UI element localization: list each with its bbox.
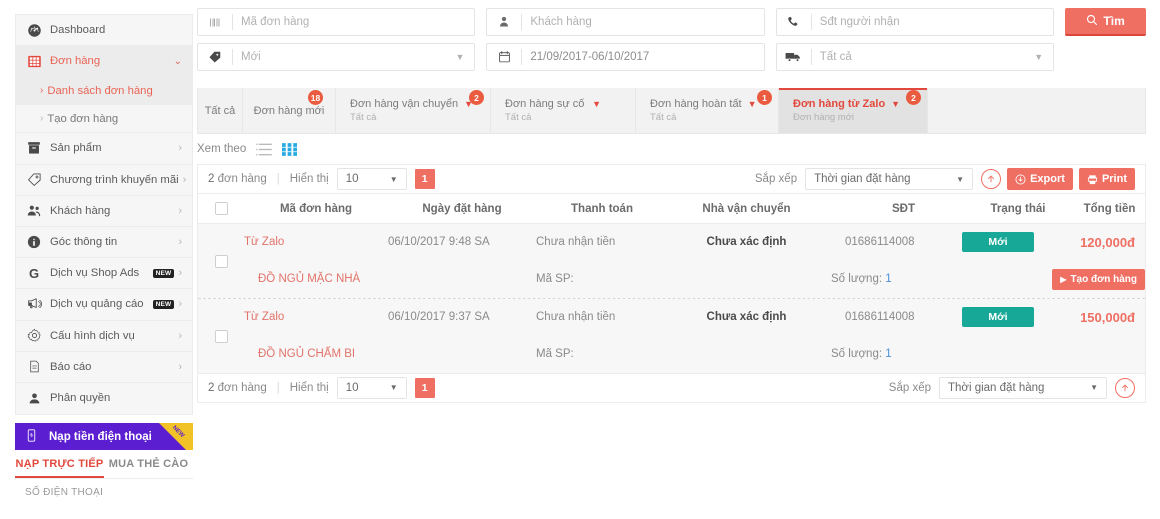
- svg-text:$: $: [30, 432, 33, 437]
